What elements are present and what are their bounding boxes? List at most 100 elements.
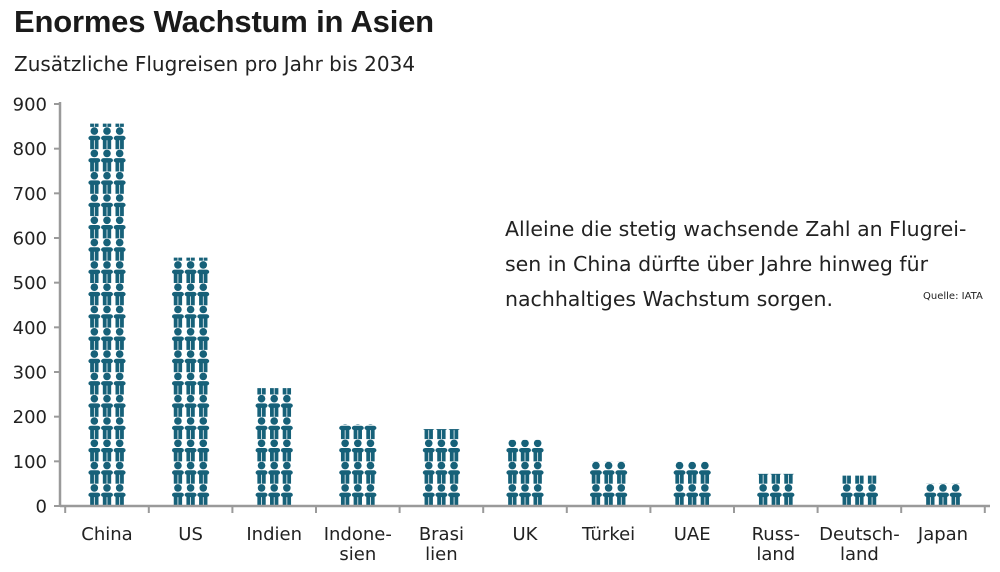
person-icon [280, 394, 293, 417]
bar [757, 473, 795, 506]
person-icon [101, 328, 113, 350]
person-icon [698, 461, 711, 484]
person-icon [197, 261, 210, 283]
person-icon [280, 461, 293, 484]
person-icon [171, 305, 184, 328]
person-icon [590, 417, 602, 439]
person-icon [184, 394, 197, 417]
person-icon [422, 484, 435, 506]
person-icon [268, 350, 280, 372]
category-label: Brasi [419, 524, 464, 545]
category-label: Türkei [581, 524, 635, 545]
person-icon [197, 372, 210, 395]
person-icon [589, 484, 602, 506]
person-icon [88, 394, 101, 417]
category-label: sien [339, 544, 376, 565]
person-icon [280, 439, 293, 462]
person-icon [171, 417, 184, 440]
person-icon [686, 461, 699, 484]
person-icon [184, 484, 197, 506]
person-icon [435, 429, 447, 440]
person-icon [197, 394, 210, 417]
person-icon [866, 440, 878, 462]
person-icon [448, 484, 461, 506]
person-icon [853, 484, 866, 506]
bars-layer [88, 123, 962, 506]
person-icon [113, 461, 126, 484]
person-icon [602, 484, 615, 506]
person-icon [197, 283, 210, 306]
person-icon [88, 127, 101, 150]
person-icon [937, 440, 949, 462]
person-icon [101, 261, 113, 283]
person-icon [113, 216, 126, 239]
y-tick-label: 400 [13, 318, 47, 339]
person-icon [448, 439, 461, 462]
person-icon [255, 417, 268, 440]
person-icon [589, 461, 602, 484]
category-label: Deutsch- [819, 524, 900, 545]
person-icon [617, 461, 626, 462]
person-icon [364, 461, 377, 484]
person-icon [171, 394, 184, 417]
person-icon [506, 484, 519, 506]
person-icon [282, 388, 292, 395]
person-icon [88, 484, 101, 506]
person-icon [281, 350, 293, 372]
person-icon [519, 461, 531, 484]
label-layer: 0 100 200 300 400 500 600 700 800 900 China US Indie… [13, 95, 968, 566]
person-icon [783, 473, 794, 484]
person-icon [506, 439, 519, 462]
person-icon [173, 257, 183, 261]
category-label: land [756, 544, 795, 565]
person-icon [171, 439, 184, 462]
person-icon [256, 350, 268, 372]
bar [924, 440, 962, 506]
person-icon [88, 372, 101, 395]
annotation-line: nachhaltiges Wachstum sorgen. [505, 287, 834, 311]
person-icon [855, 475, 864, 484]
category-label: Indien [246, 524, 302, 545]
person-icon [268, 484, 281, 506]
person-icon [604, 461, 613, 462]
person-icon [101, 238, 113, 261]
person-icon [102, 123, 112, 127]
bar [171, 217, 210, 506]
person-icon [698, 484, 711, 506]
person-icon [88, 283, 101, 306]
person-icon [255, 394, 268, 417]
person-icon [531, 461, 544, 484]
person-icon [113, 394, 126, 417]
person-icon [185, 217, 197, 239]
person-icon [113, 127, 126, 150]
person-icon [924, 484, 937, 506]
person-icon [88, 417, 101, 440]
person-icon [782, 484, 795, 506]
person-icon [924, 440, 936, 462]
person-icon [423, 429, 435, 440]
person-icon [88, 261, 101, 283]
person-icon [673, 461, 686, 484]
person-icon [197, 439, 210, 462]
person-icon [101, 149, 113, 172]
person-icon [268, 439, 281, 462]
bar [255, 350, 293, 506]
bar [88, 123, 126, 506]
person-icon [532, 417, 544, 439]
person-icon [101, 394, 113, 417]
person-icon [184, 283, 197, 306]
person-icon [197, 417, 210, 440]
person-icon [88, 461, 101, 484]
person-icon [113, 261, 126, 283]
person-icon [101, 417, 113, 440]
person-icon [867, 475, 877, 484]
person-icon [184, 439, 197, 462]
person-icon [448, 429, 460, 440]
y-tick-label: 300 [13, 363, 47, 384]
person-icon [280, 484, 293, 506]
bar [673, 461, 711, 506]
person-icon [938, 483, 948, 484]
person-icon [113, 439, 126, 462]
person-icon [257, 388, 266, 395]
person-icon [184, 461, 197, 484]
